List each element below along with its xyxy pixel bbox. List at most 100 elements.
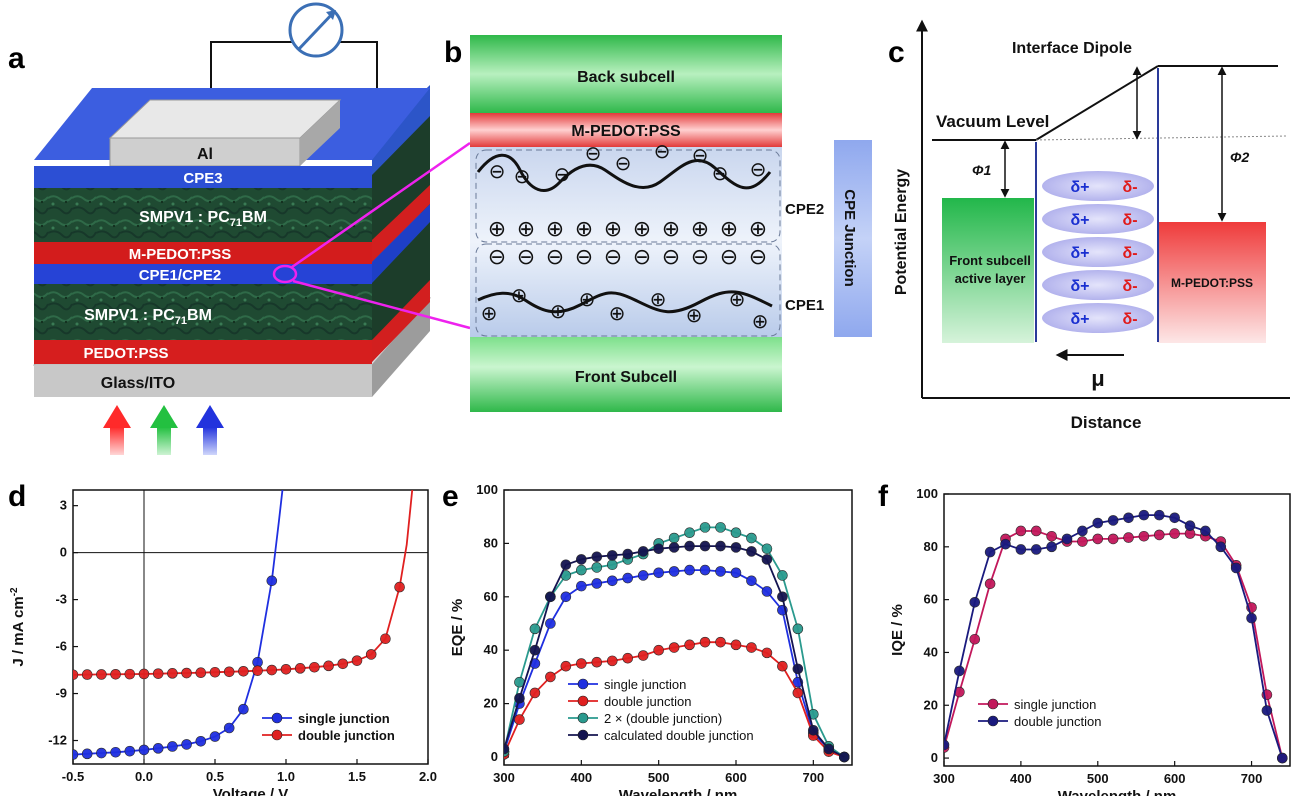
data-point bbox=[529, 623, 541, 635]
m-pedot-label-a: M-PEDOT:PSS bbox=[129, 246, 232, 263]
data-point bbox=[668, 642, 680, 653]
polymer-chain-cpe2 bbox=[476, 153, 772, 192]
series-layer bbox=[73, 490, 414, 760]
plus-charge-icon: ⊕ bbox=[575, 216, 593, 241]
pedot-label: PEDOT:PSS bbox=[83, 345, 168, 362]
dipole-minus-label: δ- bbox=[1122, 212, 1137, 229]
dipole-item: δ+ δ- bbox=[1042, 171, 1154, 201]
data-point bbox=[96, 747, 107, 759]
y-tick-label: 0 bbox=[491, 749, 498, 764]
active-layer-bottom-label: SMPV1 : PC71BM bbox=[84, 307, 212, 327]
data-point bbox=[1261, 705, 1273, 716]
x-tick-label: 700 bbox=[802, 770, 824, 785]
data-point bbox=[1000, 538, 1011, 550]
data-point bbox=[823, 743, 835, 755]
data-point bbox=[73, 749, 79, 760]
legend-label: single junction bbox=[298, 711, 390, 726]
x-tick-label: 300 bbox=[933, 771, 955, 786]
legend-marker bbox=[987, 715, 999, 727]
data-point bbox=[167, 741, 178, 752]
panel-letter-d: d bbox=[8, 480, 26, 513]
data-point bbox=[1092, 533, 1104, 545]
data-point bbox=[110, 746, 121, 758]
data-point bbox=[138, 744, 150, 756]
y-tick-label: 0 bbox=[60, 545, 67, 560]
data-point bbox=[699, 564, 711, 576]
dipole-ellipse bbox=[1042, 303, 1154, 333]
minus-charge-icon: ⊖ bbox=[662, 244, 680, 269]
data-point bbox=[684, 564, 695, 576]
dipole-ellipse bbox=[1042, 171, 1154, 201]
data-point bbox=[1277, 752, 1288, 764]
phi1-label: Φ1 bbox=[972, 162, 992, 178]
data-point bbox=[1246, 612, 1257, 624]
x-tick-label: 700 bbox=[1241, 771, 1263, 786]
data-point bbox=[984, 546, 996, 558]
data-point bbox=[954, 665, 965, 677]
data-point bbox=[545, 618, 556, 629]
data-point bbox=[622, 572, 634, 584]
plus-charge-icon: ⊕ bbox=[604, 216, 622, 241]
data-point bbox=[504, 743, 510, 755]
data-point bbox=[238, 666, 249, 677]
data-point bbox=[591, 562, 603, 573]
legend: single junction double junction bbox=[978, 697, 1101, 729]
data-point bbox=[984, 578, 996, 590]
data-point bbox=[606, 655, 618, 667]
dipole-item: δ+ δ- bbox=[1042, 204, 1154, 234]
data-point bbox=[1107, 533, 1119, 545]
data-point bbox=[1230, 562, 1242, 574]
y-tick-label: 40 bbox=[924, 644, 938, 659]
data-point bbox=[591, 578, 603, 589]
data-point bbox=[761, 543, 773, 555]
data-point bbox=[792, 663, 804, 675]
data-point bbox=[606, 559, 618, 571]
cpe1-label: CPE1 bbox=[785, 297, 824, 314]
y-tick-label: 0 bbox=[931, 750, 938, 765]
y-tick-label: -3 bbox=[55, 592, 67, 607]
data-point bbox=[730, 542, 742, 553]
series-line-0 bbox=[73, 490, 284, 756]
data-point bbox=[365, 649, 377, 660]
data-point bbox=[969, 633, 981, 645]
legend-label: 2 × (double junction) bbox=[604, 711, 722, 726]
series-layer bbox=[504, 522, 850, 763]
cpe3-label: CPE3 bbox=[183, 170, 222, 187]
vacuum-level-label: Vacuum Level bbox=[936, 112, 1049, 131]
data-point bbox=[591, 656, 603, 668]
data-point bbox=[181, 667, 192, 679]
data-point bbox=[576, 580, 587, 592]
light-arrow-green-icon bbox=[150, 405, 178, 455]
data-point bbox=[668, 542, 680, 553]
data-point bbox=[81, 669, 93, 680]
dipole-plus-label: δ+ bbox=[1070, 212, 1089, 229]
data-point bbox=[514, 714, 525, 725]
data-point bbox=[792, 687, 804, 699]
data-point bbox=[138, 668, 150, 680]
series-line-1 bbox=[73, 490, 414, 676]
minus-charge-icon: ⊖ bbox=[615, 153, 632, 175]
data-point bbox=[110, 668, 121, 680]
phi2-label: Φ2 bbox=[1230, 149, 1250, 165]
data-point bbox=[1107, 515, 1119, 526]
minus-charge-icon: ⊖ bbox=[489, 161, 506, 183]
x-tick-label: 2.0 bbox=[419, 769, 437, 784]
plus-charge-icon: ⊕ bbox=[729, 289, 746, 311]
data-point bbox=[73, 669, 79, 681]
legend-label: single junction bbox=[1014, 697, 1096, 712]
active-layer-top-label: SMPV1 : PC71BM bbox=[139, 209, 267, 229]
data-point bbox=[622, 548, 634, 560]
data-point bbox=[195, 735, 207, 747]
data-point bbox=[167, 668, 178, 679]
data-point bbox=[576, 658, 587, 669]
data-point bbox=[1046, 530, 1057, 542]
y-tick-label: 100 bbox=[916, 486, 938, 501]
y-axis-label: EQE / % bbox=[449, 599, 466, 657]
plot-frame bbox=[72, 489, 429, 765]
data-point bbox=[715, 540, 726, 552]
data-point bbox=[1030, 544, 1042, 555]
data-point bbox=[1123, 532, 1134, 543]
data-point bbox=[1169, 528, 1180, 539]
x-tick-label: 400 bbox=[570, 770, 592, 785]
dipole-minus-label: δ- bbox=[1122, 311, 1137, 328]
